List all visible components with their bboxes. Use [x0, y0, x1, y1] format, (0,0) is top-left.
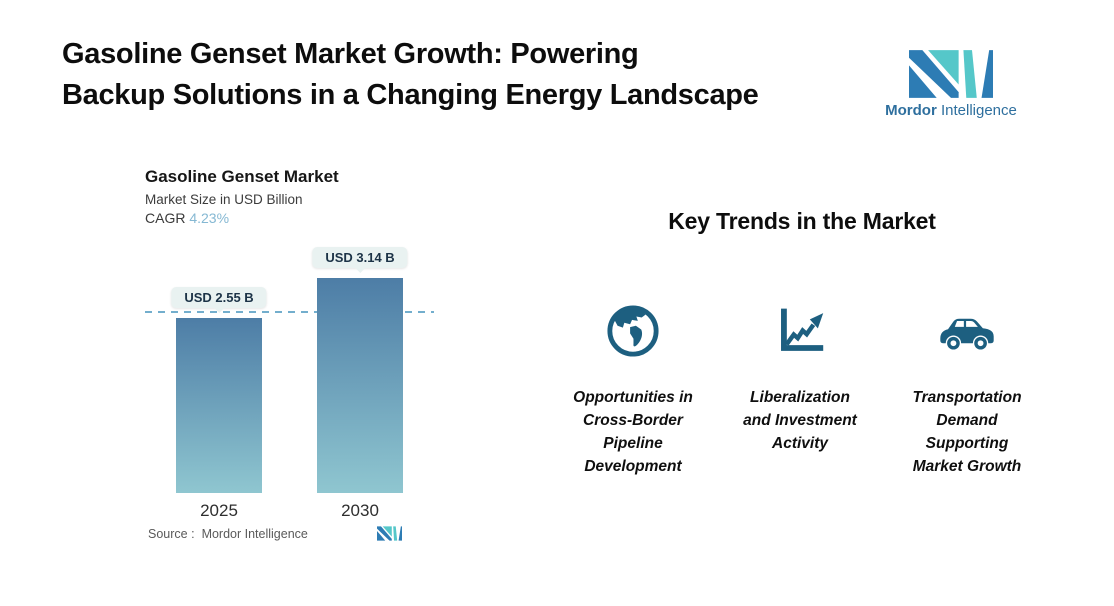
trend-item-pipeline: Opportunities in Cross-Border Pipeline D…	[545, 300, 721, 478]
market-chart-panel: Gasoline Genset Market Market Size in US…	[145, 166, 437, 576]
bar-group-2030: USD 3.14 B 2030	[312, 160, 408, 520]
page-title: Gasoline Genset Market Growth: Powering …	[62, 34, 759, 116]
source-value: Mordor Intelligence	[201, 526, 308, 541]
mordor-intelligence-mini-logo-icon	[377, 526, 402, 541]
page-title-line2: Backup Solutions in a Changing Energy La…	[62, 79, 759, 111]
trend-text-pipeline: Opportunities in Cross-Border Pipeline D…	[545, 386, 721, 478]
cagr-label: CAGR	[145, 210, 186, 226]
brand-name-bold: Mordor	[885, 102, 937, 119]
source-label: Source :	[148, 526, 195, 541]
brand-wordmark: Mordor Intelligence	[871, 102, 1031, 119]
trend-line: Opportunities in	[573, 389, 693, 406]
trend-line: Pipeline	[603, 435, 663, 452]
brand-name-regular: Intelligence	[940, 102, 1017, 119]
source-row: Source : Mordor Intelligence	[148, 526, 402, 541]
trend-text-investment: Liberalization and Investment Activity	[712, 386, 888, 455]
value-badge-2030: USD 3.14 B	[312, 247, 408, 268]
trend-item-transportation: Transportation Demand Supporting Market …	[879, 300, 1055, 478]
trend-line: Liberalization	[750, 389, 850, 406]
brand-logo: Mordor Intelligence	[871, 50, 1031, 119]
car-icon	[879, 300, 1055, 362]
x-axis-label-2030: 2030	[341, 501, 379, 520]
globe-icon	[545, 300, 721, 362]
bar-2030	[317, 278, 403, 493]
chart-cagr: CAGR 4.23%	[145, 209, 437, 228]
trend-line: Cross-Border	[583, 412, 683, 429]
bar-2025	[176, 318, 262, 493]
trend-line: Supporting	[925, 435, 1009, 452]
trend-line: Market Growth	[912, 458, 1022, 475]
trends-heading: Key Trends in the Market	[668, 208, 936, 234]
source-text: Source : Mordor Intelligence	[148, 527, 308, 541]
chart-title: Gasoline Genset Market	[145, 167, 339, 186]
trend-text-transportation: Transportation Demand Supporting Market …	[879, 386, 1055, 478]
trend-line: Activity	[772, 435, 828, 452]
value-badge-2025: USD 2.55 B	[171, 287, 267, 308]
trend-line: Transportation	[912, 389, 1022, 406]
trend-line: Development	[584, 458, 682, 475]
bar-group-2025: USD 2.55 B 2025	[171, 160, 267, 520]
page-title-line1: Gasoline Genset Market Growth: Powering	[62, 38, 639, 70]
trend-line: Demand	[936, 412, 998, 429]
bar-chart-plot: USD 2.55 B 2025 USD 3.14 B 2030	[145, 160, 437, 520]
x-axis-label-2025: 2025	[200, 501, 238, 520]
trend-line: and Investment	[743, 412, 857, 429]
chart-subtitle: Market Size in USD Billion	[145, 192, 303, 207]
cagr-value: 4.23%	[189, 210, 230, 226]
line-chart-icon	[712, 300, 888, 362]
reference-dashed-line	[145, 311, 434, 313]
mordor-intelligence-logo-icon	[909, 50, 993, 98]
trend-item-investment: Liberalization and Investment Activity	[712, 300, 888, 455]
